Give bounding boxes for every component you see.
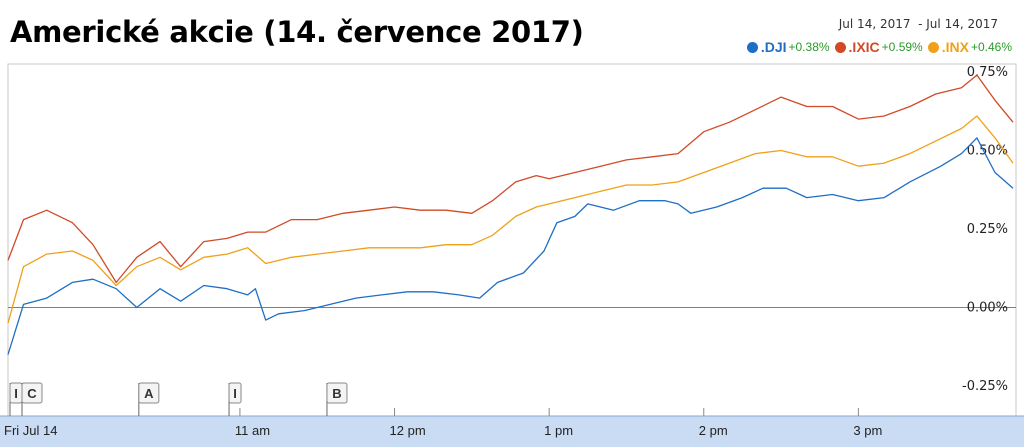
event-flag-i[interactable]: I [228,382,242,416]
x-tick-label: 11 am [235,423,270,438]
legend-name-ixic: .IXIC [848,39,880,55]
svg-text:B: B [332,386,341,401]
legend-item-dji[interactable]: .DJI +0.38% [746,39,830,55]
legend-item-ixic[interactable]: .IXIC +0.59% [834,39,923,55]
event-flag-a[interactable]: A [138,382,160,416]
y-tick-label: 0.00% [967,301,1008,316]
svg-text:C: C [27,386,37,401]
x-tick-label: Fri Jul 14 [4,423,57,438]
legend: .DJI +0.38% .IXIC +0.59% .INX +0.46% [742,39,1012,55]
legend-change-inx: +0.46% [970,40,1012,54]
chart-title: Americké akcie (14. července 2017) [10,15,584,49]
series-line-dji [7,137,1014,355]
time-axis-band [0,416,1024,447]
legend-name-dji: .DJI [760,39,787,55]
legend-name-inx: .INX [941,39,969,55]
x-tick-label: 3 pm [853,423,882,438]
x-tick-label: 12 pm [390,423,426,438]
svg-text:I: I [14,386,18,401]
legend-dot-ixic [834,41,846,53]
date-range: Jul 14, 2017 - Jul 14, 2017 [838,17,998,31]
y-tick-label: -0.25% [962,379,1008,394]
legend-dot-inx [927,41,939,53]
event-flag-i[interactable]: I [9,382,23,416]
legend-item-inx[interactable]: .INX +0.46% [927,39,1012,55]
legend-change-ixic: +0.59% [881,40,923,54]
svg-text:A: A [144,386,154,401]
series-line-inx [7,115,1014,324]
legend-change-dji: +0.38% [788,40,830,54]
x-tick-label: 1 pm [544,423,573,438]
y-tick-label: 0.25% [967,222,1008,237]
event-flag-c[interactable]: C [21,382,43,416]
x-tick-label: 2 pm [699,423,728,438]
series-line-ixic [7,74,1014,284]
plot-frame [7,63,1017,417]
y-tick-label: 0.50% [967,144,1008,159]
svg-text:I: I [233,386,237,401]
event-flag-b[interactable]: B [326,382,348,416]
legend-dot-dji [746,41,758,53]
